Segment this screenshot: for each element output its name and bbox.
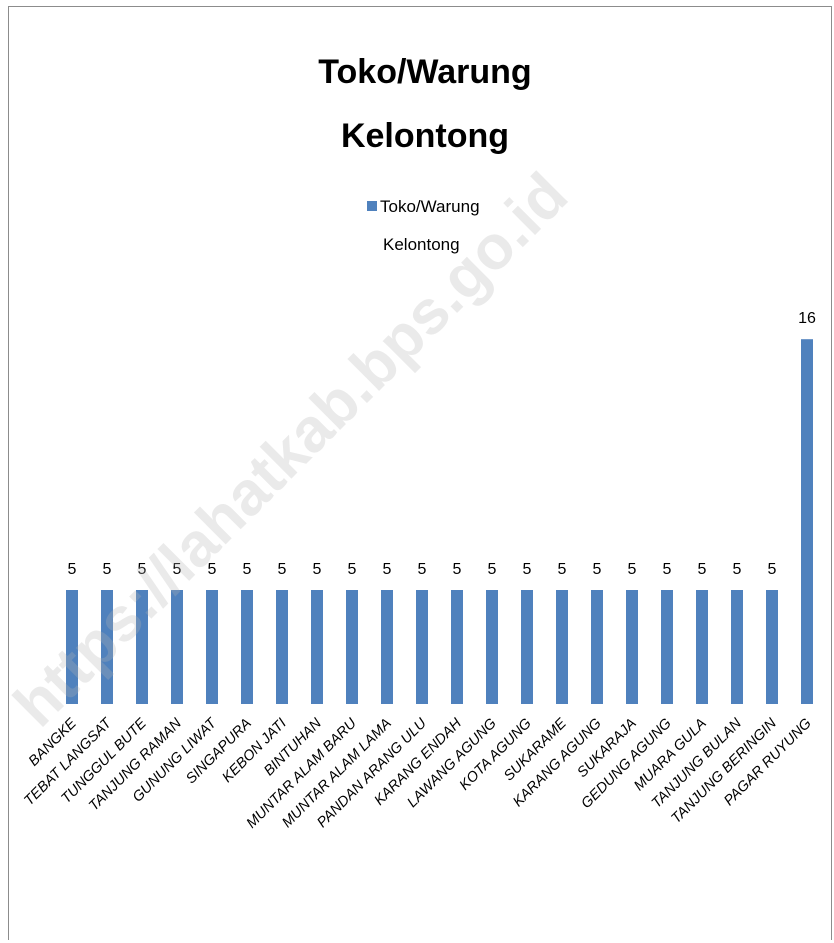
data-label-21: 5 [768,561,777,578]
data-label-4: 5 [173,561,182,578]
data-label-11: 5 [418,561,427,578]
bar-4 [171,590,183,704]
bar-6 [241,590,253,704]
bar-7 [276,590,288,704]
data-label-1: 5 [68,561,77,578]
bar-1 [66,590,78,704]
data-label-16: 5 [593,561,602,578]
data-label-12: 5 [453,561,462,578]
data-label-22: 16 [798,310,816,327]
data-label-14: 5 [523,561,532,578]
bar-10 [381,590,393,704]
data-label-13: 5 [488,561,497,578]
data-label-15: 5 [558,561,567,578]
bar-13 [486,590,498,704]
bar-8 [311,590,323,704]
bar-2 [101,590,113,704]
legend-swatch [367,201,377,211]
legend-label-line-2: Kelontong [383,235,460,254]
chart-frame [8,6,832,940]
bar-12 [451,590,463,704]
bar-21 [766,590,778,704]
bar-14 [521,590,533,704]
data-label-7: 5 [278,561,287,578]
bar-16 [591,590,603,704]
bar-22 [801,339,813,704]
bar-17 [626,590,638,704]
bar-9 [346,590,358,704]
data-labels-group: 5 5 5 5 5 5 5 5 5 5 5 5 5 5 5 5 5 5 5 5 5 16 [68,310,816,578]
data-label-2: 5 [103,561,112,578]
bar-15 [556,590,568,704]
data-label-3: 5 [138,561,147,578]
data-label-17: 5 [628,561,637,578]
bar-19 [696,590,708,704]
data-label-6: 5 [243,561,252,578]
bar-11 [416,590,428,704]
chart-title-line-2: Kelontong [341,117,509,155]
bars-group [66,339,813,704]
data-label-5: 5 [208,561,217,578]
data-label-9: 5 [348,561,357,578]
bar-18 [661,590,673,704]
data-label-18: 5 [663,561,672,578]
legend-label-line-1: Toko/Warung [380,197,480,216]
bar-3 [136,590,148,704]
chart-title-line-1: Toko/Warung [318,53,531,91]
data-label-10: 5 [383,561,392,578]
bar-5 [206,590,218,704]
data-label-19: 5 [698,561,707,578]
bar-20 [731,590,743,704]
data-label-8: 5 [313,561,322,578]
data-label-20: 5 [733,561,742,578]
